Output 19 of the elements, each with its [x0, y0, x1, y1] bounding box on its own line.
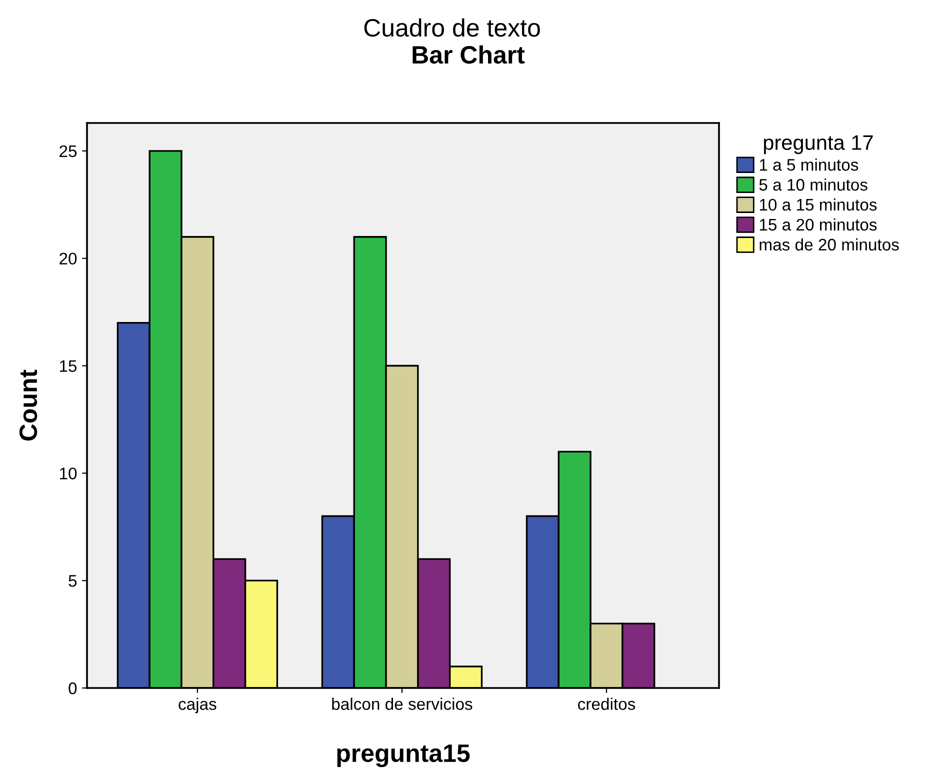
- y-tick-label: 5: [68, 575, 77, 587]
- chart-subtitle: Bar Chart: [412, 45, 525, 64]
- y-tick-label: 20: [60, 252, 77, 265]
- x-tick-label: creditos: [578, 698, 636, 710]
- legend-label: 15 a 20 minutos: [760, 218, 877, 231]
- x-axis-title: pregunta15: [337, 744, 470, 768]
- y-tick-label: 0: [68, 682, 77, 694]
- legend-title: pregunta 17: [764, 135, 873, 154]
- legend-label: 10 a 15 minutos: [760, 198, 877, 211]
- legend-label: 1 a 5 minutos: [760, 158, 858, 171]
- legend-label: 5 a 10 minutos: [759, 178, 868, 191]
- y-axis-title: Count: [19, 370, 38, 441]
- chart-title: Cuadro de texto: [364, 18, 540, 37]
- y-tick-label: 15: [60, 360, 77, 372]
- y-tick-label: 25: [60, 145, 77, 158]
- y-tick-label: 10: [60, 468, 77, 480]
- x-tick-label: cajas: [178, 698, 216, 714]
- x-tick-label: balcon de servicios: [332, 698, 472, 710]
- legend-label: mas de 20 minutos: [760, 238, 899, 251]
